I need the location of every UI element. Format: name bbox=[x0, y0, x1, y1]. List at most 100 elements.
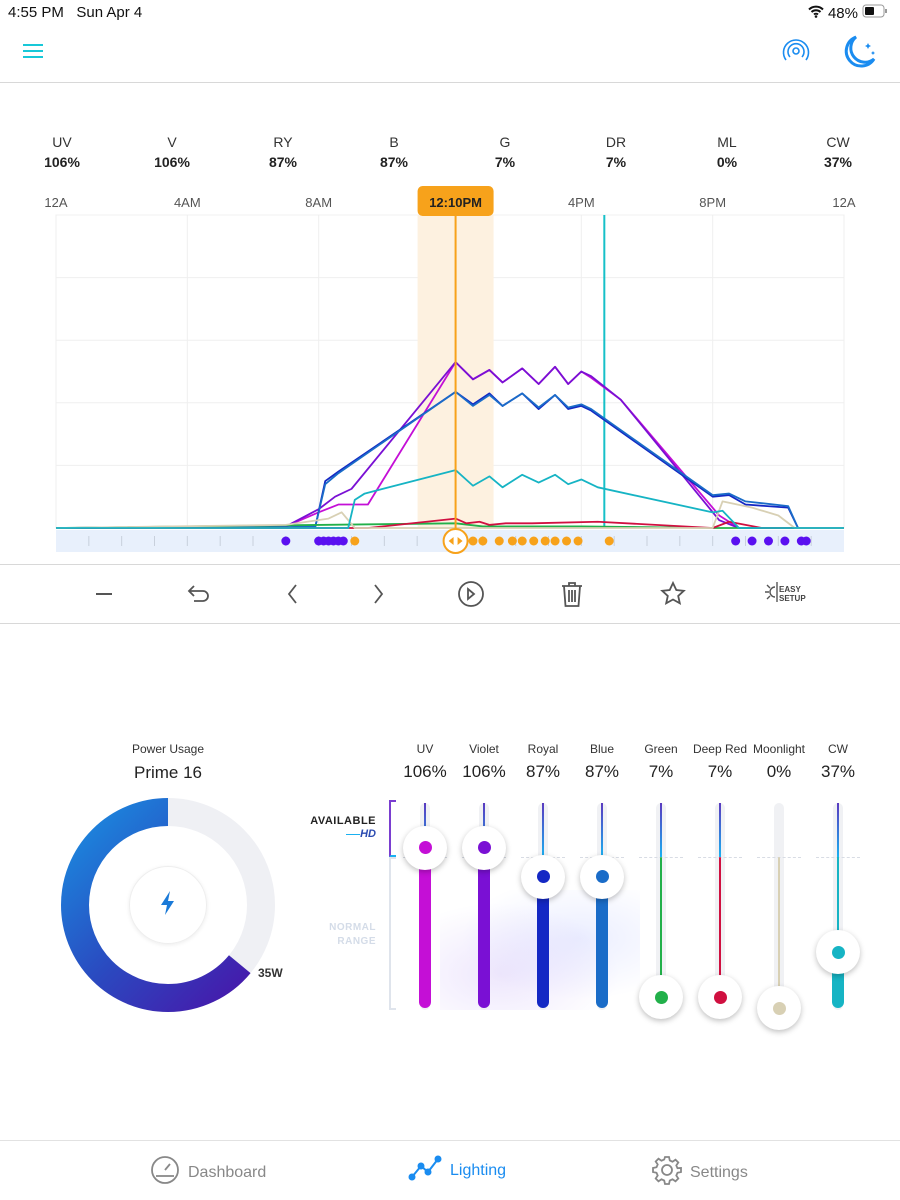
channel-label: B bbox=[389, 134, 399, 150]
schedule-point[interactable] bbox=[731, 536, 741, 546]
channel-label: RY bbox=[273, 134, 293, 150]
channel-value: 37% bbox=[823, 154, 853, 170]
next-button[interactable] bbox=[360, 576, 396, 612]
slider-knob-violet[interactable] bbox=[462, 825, 506, 870]
channel-label: G bbox=[499, 134, 511, 150]
schedule-point[interactable] bbox=[573, 536, 583, 546]
series-line-royal bbox=[55, 390, 844, 529]
slider-label: Deep Red bbox=[692, 742, 748, 756]
nav-settings-label: Settings bbox=[690, 1163, 748, 1181]
previous-button[interactable] bbox=[275, 576, 311, 612]
knob-dot bbox=[654, 990, 668, 1004]
schedule-point[interactable] bbox=[604, 536, 614, 546]
slider-knob-royal[interactable] bbox=[521, 854, 565, 899]
knob-dot bbox=[536, 870, 550, 884]
signal-icon[interactable] bbox=[781, 36, 811, 71]
lighting-schedule-chart[interactable]: 12A 4AM 8AM 4PM 8PM 12A 12:10PM bbox=[0, 180, 900, 560]
slider-header-uv: UV 106% bbox=[395, 742, 455, 782]
available-label: AVAILABLE bbox=[310, 815, 376, 827]
normal-range-label: NORMAL RANGE bbox=[329, 922, 376, 947]
hd-range-line bbox=[719, 803, 721, 857]
schedule-point[interactable] bbox=[281, 536, 291, 546]
channel-readout-b: B 87% bbox=[349, 134, 439, 170]
moon-icon[interactable] bbox=[842, 34, 878, 75]
schedule-point[interactable] bbox=[468, 536, 478, 546]
knob-dot bbox=[595, 870, 609, 884]
channel-value: 106% bbox=[154, 154, 190, 170]
available-bracket bbox=[389, 800, 396, 857]
slider-value: 0% bbox=[766, 762, 792, 781]
hd-range-line bbox=[660, 803, 662, 857]
nav-dashboard[interactable]: Dashboard bbox=[150, 1155, 266, 1190]
slider-knob-uv[interactable] bbox=[403, 825, 447, 870]
schedule-point[interactable] bbox=[507, 536, 517, 546]
toolbar-divider-top bbox=[0, 564, 900, 565]
delete-button[interactable] bbox=[554, 576, 590, 612]
channel-readout-ry: RY 87% bbox=[238, 134, 328, 170]
schedule-point[interactable] bbox=[801, 536, 811, 546]
slider-value: 106% bbox=[462, 762, 506, 781]
schedule-point[interactable] bbox=[540, 536, 550, 546]
slider-knob-blue[interactable] bbox=[580, 854, 624, 899]
channel-label: UV bbox=[52, 134, 72, 150]
schedule-point[interactable] bbox=[529, 536, 539, 546]
easy-setup-button[interactable]: EASY SETUP bbox=[759, 576, 809, 612]
slider-knob-deep-red[interactable] bbox=[698, 975, 742, 1020]
series-line-violet bbox=[55, 361, 844, 529]
schedule-point[interactable] bbox=[494, 536, 504, 546]
knob-dot bbox=[772, 1001, 786, 1015]
channel-readout-uv: UV 106% bbox=[17, 134, 107, 170]
x-tick-label: 8AM bbox=[305, 195, 332, 210]
schedule-point[interactable] bbox=[562, 536, 572, 546]
nav-dashboard-label: Dashboard bbox=[188, 1163, 267, 1181]
date: Sun Apr 4 bbox=[76, 4, 143, 21]
clock: 4:55 PM bbox=[8, 4, 64, 21]
schedule-point[interactable] bbox=[550, 536, 560, 546]
sun-icon bbox=[763, 580, 779, 609]
slider-fill bbox=[478, 847, 490, 1008]
schedule-point[interactable] bbox=[780, 536, 790, 546]
schedule-point[interactable] bbox=[763, 536, 773, 546]
nav-settings[interactable]: Settings bbox=[652, 1155, 748, 1190]
power-button[interactable] bbox=[129, 866, 207, 944]
current-time-badge[interactable] bbox=[417, 186, 494, 216]
slider-value: 7% bbox=[648, 762, 674, 781]
slider-header-royal: Royal 87% bbox=[513, 742, 573, 782]
slider-fill bbox=[660, 857, 662, 998]
hd-logo: HD bbox=[340, 828, 376, 840]
schedule-point[interactable] bbox=[747, 536, 757, 546]
schedule-point[interactable] bbox=[517, 536, 527, 546]
line-chart-icon bbox=[408, 1155, 442, 1186]
slider-header-green: Green 7% bbox=[631, 742, 691, 782]
favorite-button[interactable] bbox=[655, 576, 691, 612]
x-tick-label: 8PM bbox=[699, 195, 726, 210]
slider-header-blue: Blue 87% bbox=[572, 742, 632, 782]
easy-setup-label: EASY SETUP bbox=[779, 585, 806, 603]
hd-label: HD bbox=[360, 828, 376, 840]
slider-header-moonlight: Moonlight 0% bbox=[749, 742, 809, 782]
slider-header-cw: CW 37% bbox=[808, 742, 868, 782]
slider-fill bbox=[778, 857, 780, 1008]
schedule-point[interactable] bbox=[478, 536, 488, 546]
slider-knob-cw[interactable] bbox=[816, 930, 860, 975]
play-button[interactable] bbox=[453, 576, 489, 612]
nav-lighting-label: Lighting bbox=[450, 1161, 507, 1179]
menu-icon[interactable] bbox=[22, 42, 44, 65]
drag-arrows-icon bbox=[448, 537, 463, 545]
schedule-point[interactable] bbox=[350, 536, 360, 546]
zoom-out-button[interactable] bbox=[86, 576, 122, 612]
time-scrubber-handle[interactable] bbox=[442, 528, 469, 554]
battery-icon bbox=[862, 4, 888, 22]
slider-label: Green bbox=[644, 742, 678, 756]
knob-dot bbox=[713, 990, 727, 1004]
x-tick-label: 12A bbox=[44, 195, 67, 210]
battery-percent: 48% bbox=[827, 4, 858, 22]
wifi-icon bbox=[808, 5, 824, 22]
undo-button[interactable] bbox=[181, 576, 217, 612]
slider-knob-moonlight[interactable] bbox=[757, 986, 801, 1030]
nav-lighting[interactable]: Lighting bbox=[408, 1155, 506, 1186]
slider-label: Blue bbox=[589, 742, 615, 756]
slider-knob-green[interactable] bbox=[639, 975, 683, 1020]
schedule-point[interactable] bbox=[338, 536, 348, 546]
slider-header-deep-red: Deep Red 7% bbox=[690, 742, 750, 782]
